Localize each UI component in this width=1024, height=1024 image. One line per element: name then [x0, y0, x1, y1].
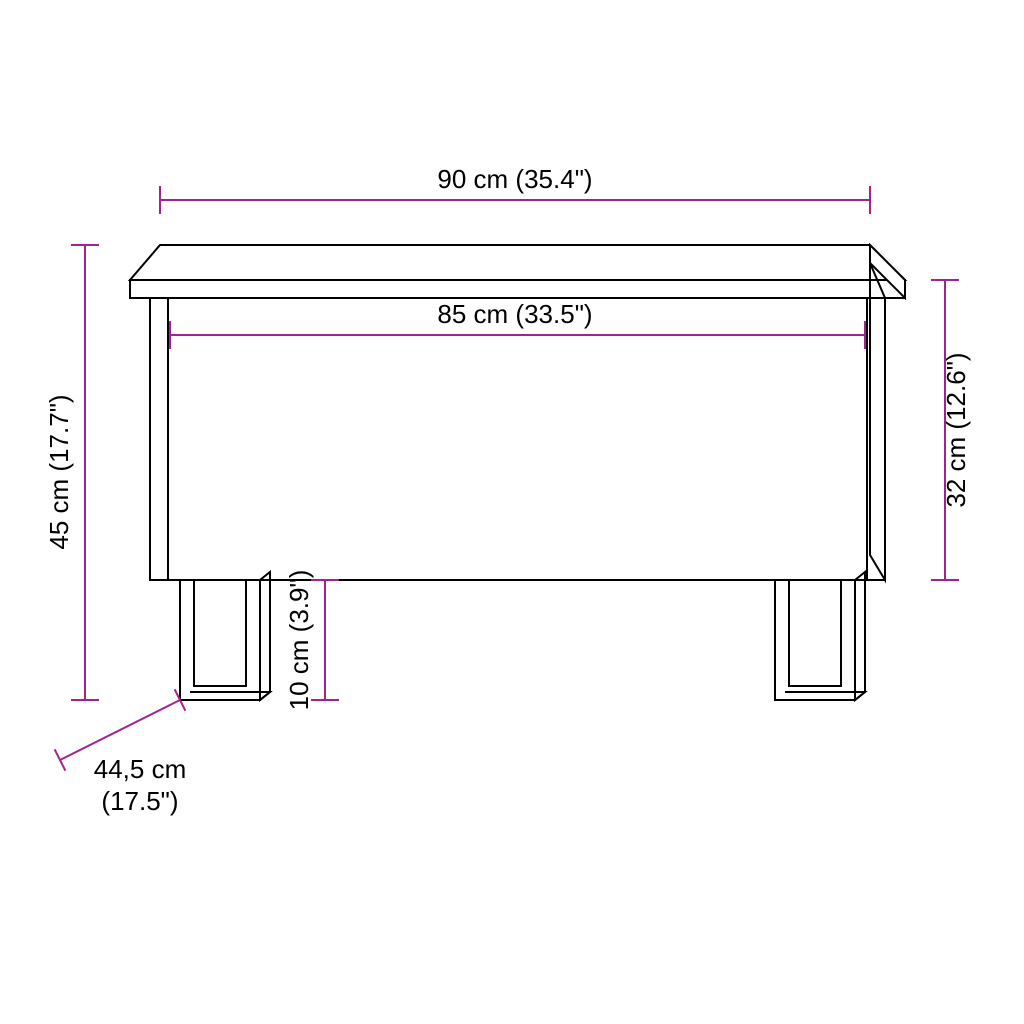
dim-height_total: [71, 245, 99, 700]
dim-label-height_front: 32 cm (12.6"): [941, 352, 971, 507]
dim-label-leg_height: 10 cm (3.9"): [284, 570, 314, 711]
dim-label-height_total: 45 cm (17.7"): [44, 394, 74, 549]
dim-label-width_top: 90 cm (35.4"): [437, 164, 592, 194]
dimension-diagram: 90 cm (35.4") 85 cm (33.5") 45 cm (17.7") 3…: [0, 0, 1024, 1024]
dim-label-width_front: 85 cm (33.5"): [437, 299, 592, 329]
dim-label-depth-1: 44,5 cm: [94, 754, 187, 784]
dim-leg_height: [311, 580, 339, 700]
dim-label-depth-2: (17.5"): [101, 786, 178, 816]
